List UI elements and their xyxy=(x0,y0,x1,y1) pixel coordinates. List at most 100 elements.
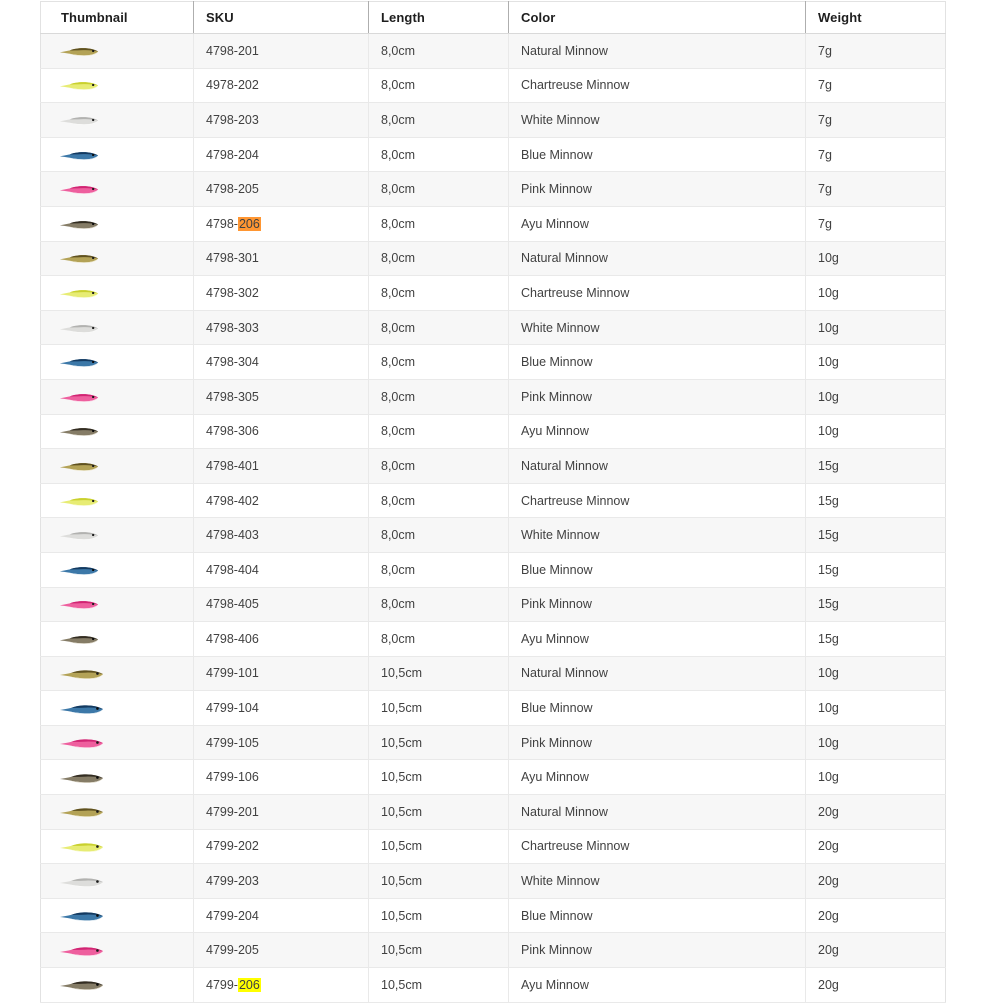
product-spec-section: Thumbnail SKU Length Color Weight 4798-2… xyxy=(40,1,946,1003)
color-cell: White Minnow xyxy=(508,102,806,138)
table-row: 4798-302 8,0cm Chartreuse Minnow 10g xyxy=(40,275,946,311)
table-row: 4798-405 8,0cm Pink Minnow 15g xyxy=(40,587,946,623)
column-header-length: Length xyxy=(368,1,509,34)
sku-prefix: 4799- xyxy=(206,977,238,992)
color-cell: White Minnow xyxy=(508,863,806,899)
sku-value: 4798-203 xyxy=(206,112,259,127)
table-row: 4798-403 8,0cm White Minnow 15g xyxy=(40,517,946,553)
thumbnail-cell xyxy=(40,898,194,934)
length-cell: 10,5cm xyxy=(368,656,509,692)
column-header-sku: SKU xyxy=(193,1,369,34)
sku-cell: 4798-205 xyxy=(193,171,369,207)
thumbnail-cell xyxy=(40,759,194,796)
color-cell: Ayu Minnow xyxy=(508,967,806,1003)
sku-cell: 4798-302 xyxy=(193,275,369,311)
sku-value: 4798-204 xyxy=(206,147,259,162)
sku-cell: 4978-202 xyxy=(193,68,369,104)
sku-value: 4799-106 xyxy=(206,770,259,785)
weight-cell: 10g xyxy=(805,310,946,346)
thumbnail-cell xyxy=(40,310,194,346)
table-row: 4978-202 8,0cm Chartreuse Minnow 7g xyxy=(40,68,946,104)
color-cell: Natural Minnow xyxy=(508,241,806,277)
color-cell: Natural Minnow xyxy=(508,794,806,830)
thumbnail-cell xyxy=(40,829,194,865)
table-row: 4798-402 8,0cm Chartreuse Minnow 15g xyxy=(40,483,946,519)
length-cell: 8,0cm xyxy=(368,517,509,553)
sku-value: 4799-206 xyxy=(206,977,261,992)
length-cell: 8,0cm xyxy=(368,621,509,657)
color-cell: Blue Minnow xyxy=(508,137,806,173)
lure-thumbnail-icon xyxy=(59,290,99,298)
color-cell: Ayu Minnow xyxy=(508,759,806,796)
lure-thumbnail-icon xyxy=(59,359,99,368)
lure-thumbnail-icon xyxy=(59,739,104,749)
thumbnail-cell xyxy=(40,794,194,830)
sku-value: 4798-406 xyxy=(206,631,259,646)
lure-thumbnail-icon xyxy=(59,843,104,852)
sku-value: 4798-301 xyxy=(206,251,259,266)
thumbnail-cell xyxy=(40,517,194,553)
length-cell: 8,0cm xyxy=(368,344,509,380)
sku-cell: 4799-206 xyxy=(193,967,369,1003)
color-cell: Natural Minnow xyxy=(508,656,806,692)
sku-value: 4798-402 xyxy=(206,493,259,508)
sku-cell: 4798-306 xyxy=(193,414,369,450)
lure-thumbnail-icon xyxy=(59,601,99,610)
sku-value: 4798-205 xyxy=(206,182,259,197)
length-cell: 8,0cm xyxy=(368,275,509,311)
sku-prefix: 4798- xyxy=(206,216,238,231)
table-row: 4798-306 8,0cm Ayu Minnow 10g xyxy=(40,414,946,450)
sku-cell: 4798-403 xyxy=(193,517,369,553)
table-row: 4798-301 8,0cm Natural Minnow 10g xyxy=(40,241,946,277)
weight-cell: 20g xyxy=(805,794,946,830)
length-cell: 10,5cm xyxy=(368,794,509,830)
lure-thumbnail-icon xyxy=(59,981,104,991)
lure-thumbnail-icon xyxy=(59,912,104,922)
sku-cell: 4799-201 xyxy=(193,794,369,830)
table-row: 4799-204 10,5cm Blue Minnow 20g xyxy=(40,898,946,934)
sku-value: 4799-202 xyxy=(206,839,259,854)
color-cell: Pink Minnow xyxy=(508,932,806,969)
color-cell: White Minnow xyxy=(508,310,806,346)
length-cell: 10,5cm xyxy=(368,725,509,761)
column-header-color: Color xyxy=(508,1,806,34)
sku-value: 4798-305 xyxy=(206,389,259,404)
table-row: 4798-404 8,0cm Blue Minnow 15g xyxy=(40,552,946,588)
weight-cell: 7g xyxy=(805,33,946,69)
thumbnail-cell xyxy=(40,690,194,726)
color-cell: Blue Minnow xyxy=(508,898,806,934)
thumbnail-cell xyxy=(40,932,194,969)
thumbnail-cell xyxy=(40,552,194,588)
lure-thumbnail-icon xyxy=(59,463,99,471)
length-cell: 8,0cm xyxy=(368,448,509,484)
lure-thumbnail-icon xyxy=(59,497,99,506)
weight-cell: 7g xyxy=(805,206,946,242)
lure-thumbnail-icon xyxy=(59,532,99,541)
color-cell: White Minnow xyxy=(508,517,806,553)
weight-cell: 10g xyxy=(805,690,946,726)
sku-value: 4799-201 xyxy=(206,804,259,819)
lure-thumbnail-icon xyxy=(59,566,99,575)
table-row: 4798-206 8,0cm Ayu Minnow 7g xyxy=(40,206,946,242)
weight-cell: 7g xyxy=(805,68,946,104)
lure-thumbnail-icon xyxy=(59,220,99,229)
column-header-thumbnail: Thumbnail xyxy=(40,1,194,34)
weight-cell: 15g xyxy=(805,552,946,588)
lure-thumbnail-icon xyxy=(59,808,104,818)
length-cell: 10,5cm xyxy=(368,967,509,1003)
thumbnail-cell xyxy=(40,621,194,657)
sku-value: 4799-104 xyxy=(206,701,259,716)
table-row: 4799-106 10,5cm Ayu Minnow 10g xyxy=(40,759,946,796)
sku-value: 4798-405 xyxy=(206,597,259,612)
lure-thumbnail-icon xyxy=(59,877,104,887)
lure-thumbnail-icon xyxy=(59,947,104,956)
sku-cell: 4799-204 xyxy=(193,898,369,934)
thumbnail-cell xyxy=(40,725,194,761)
thumbnail-cell xyxy=(40,414,194,450)
sku-cell: 4798-204 xyxy=(193,137,369,173)
length-cell: 8,0cm xyxy=(368,33,509,69)
color-cell: Natural Minnow xyxy=(508,448,806,484)
color-cell: Ayu Minnow xyxy=(508,206,806,242)
length-cell: 8,0cm xyxy=(368,171,509,207)
weight-cell: 15g xyxy=(805,448,946,484)
